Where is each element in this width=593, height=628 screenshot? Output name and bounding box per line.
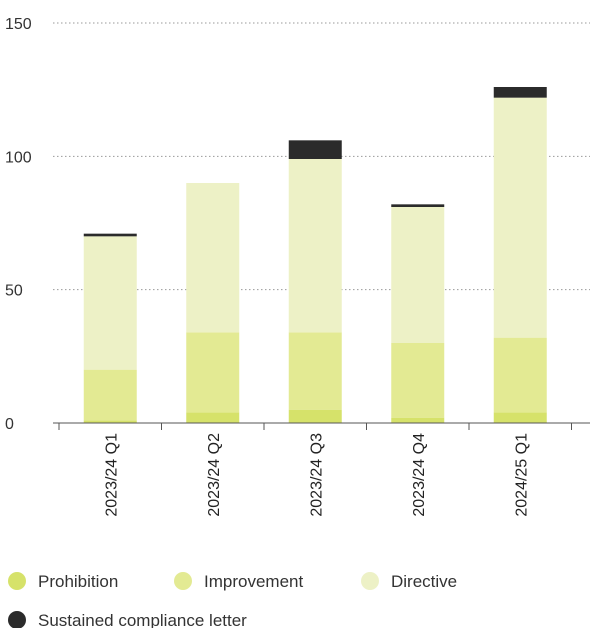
bar-prohibition-4	[493, 412, 547, 423]
bar-directive-3	[391, 207, 445, 343]
y-axis-tick-labels: 0 50 100 150	[5, 16, 32, 433]
bars	[83, 87, 547, 423]
x-category-label: 2023/24 Q1	[103, 433, 120, 517]
bar-prohibition-3	[391, 417, 445, 423]
bar-prohibition-1	[186, 412, 240, 423]
bar-improvement-0	[83, 369, 137, 421]
legend-swatch-prohibition	[8, 572, 26, 590]
bar-improvement-4	[493, 337, 547, 413]
x-axis	[53, 422, 590, 430]
legend-swatch-improvement	[174, 572, 192, 590]
x-category-label: 2024/25 Q1	[513, 433, 530, 517]
legend-label: Prohibition	[38, 572, 118, 591]
bar-improvement-3	[391, 343, 445, 418]
x-category-label: 2023/24 Q2	[206, 433, 223, 517]
bar-sustained-compliance-letter-2	[288, 140, 342, 159]
bar-improvement-1	[186, 332, 240, 413]
bar-sustained-compliance-letter-4	[493, 87, 547, 98]
x-axis-category-labels: 2023/24 Q1 2023/24 Q2 2023/24 Q3 2023/24 Q4…	[103, 433, 530, 517]
bar-directive-2	[288, 159, 342, 333]
bar-directive-0	[83, 236, 137, 370]
legend-label: Sustained compliance letter	[38, 611, 247, 628]
bar-sustained-compliance-letter-0	[83, 233, 137, 237]
bar-directive-1	[186, 183, 240, 333]
bar-prohibition-0	[83, 420, 137, 423]
y-tick-label: 50	[5, 283, 23, 300]
y-tick-label: 150	[5, 16, 32, 33]
bar-improvement-2	[288, 332, 342, 410]
legend-swatch-sustained-compliance-letter	[8, 611, 26, 628]
y-tick-label: 0	[5, 416, 14, 433]
legend-swatch-directive	[361, 572, 379, 590]
bar-directive-4	[493, 97, 547, 338]
legend-label: Improvement	[204, 572, 303, 591]
legend-label: Directive	[391, 572, 457, 591]
legend: Prohibition Improvement Directive Sustained…	[8, 572, 457, 628]
x-category-label: 2023/24 Q3	[308, 433, 325, 517]
bar-sustained-compliance-letter-3	[391, 204, 445, 207]
y-tick-label: 100	[5, 149, 32, 166]
bar-prohibition-2	[288, 409, 342, 423]
x-category-label: 2023/24 Q4	[411, 433, 428, 517]
